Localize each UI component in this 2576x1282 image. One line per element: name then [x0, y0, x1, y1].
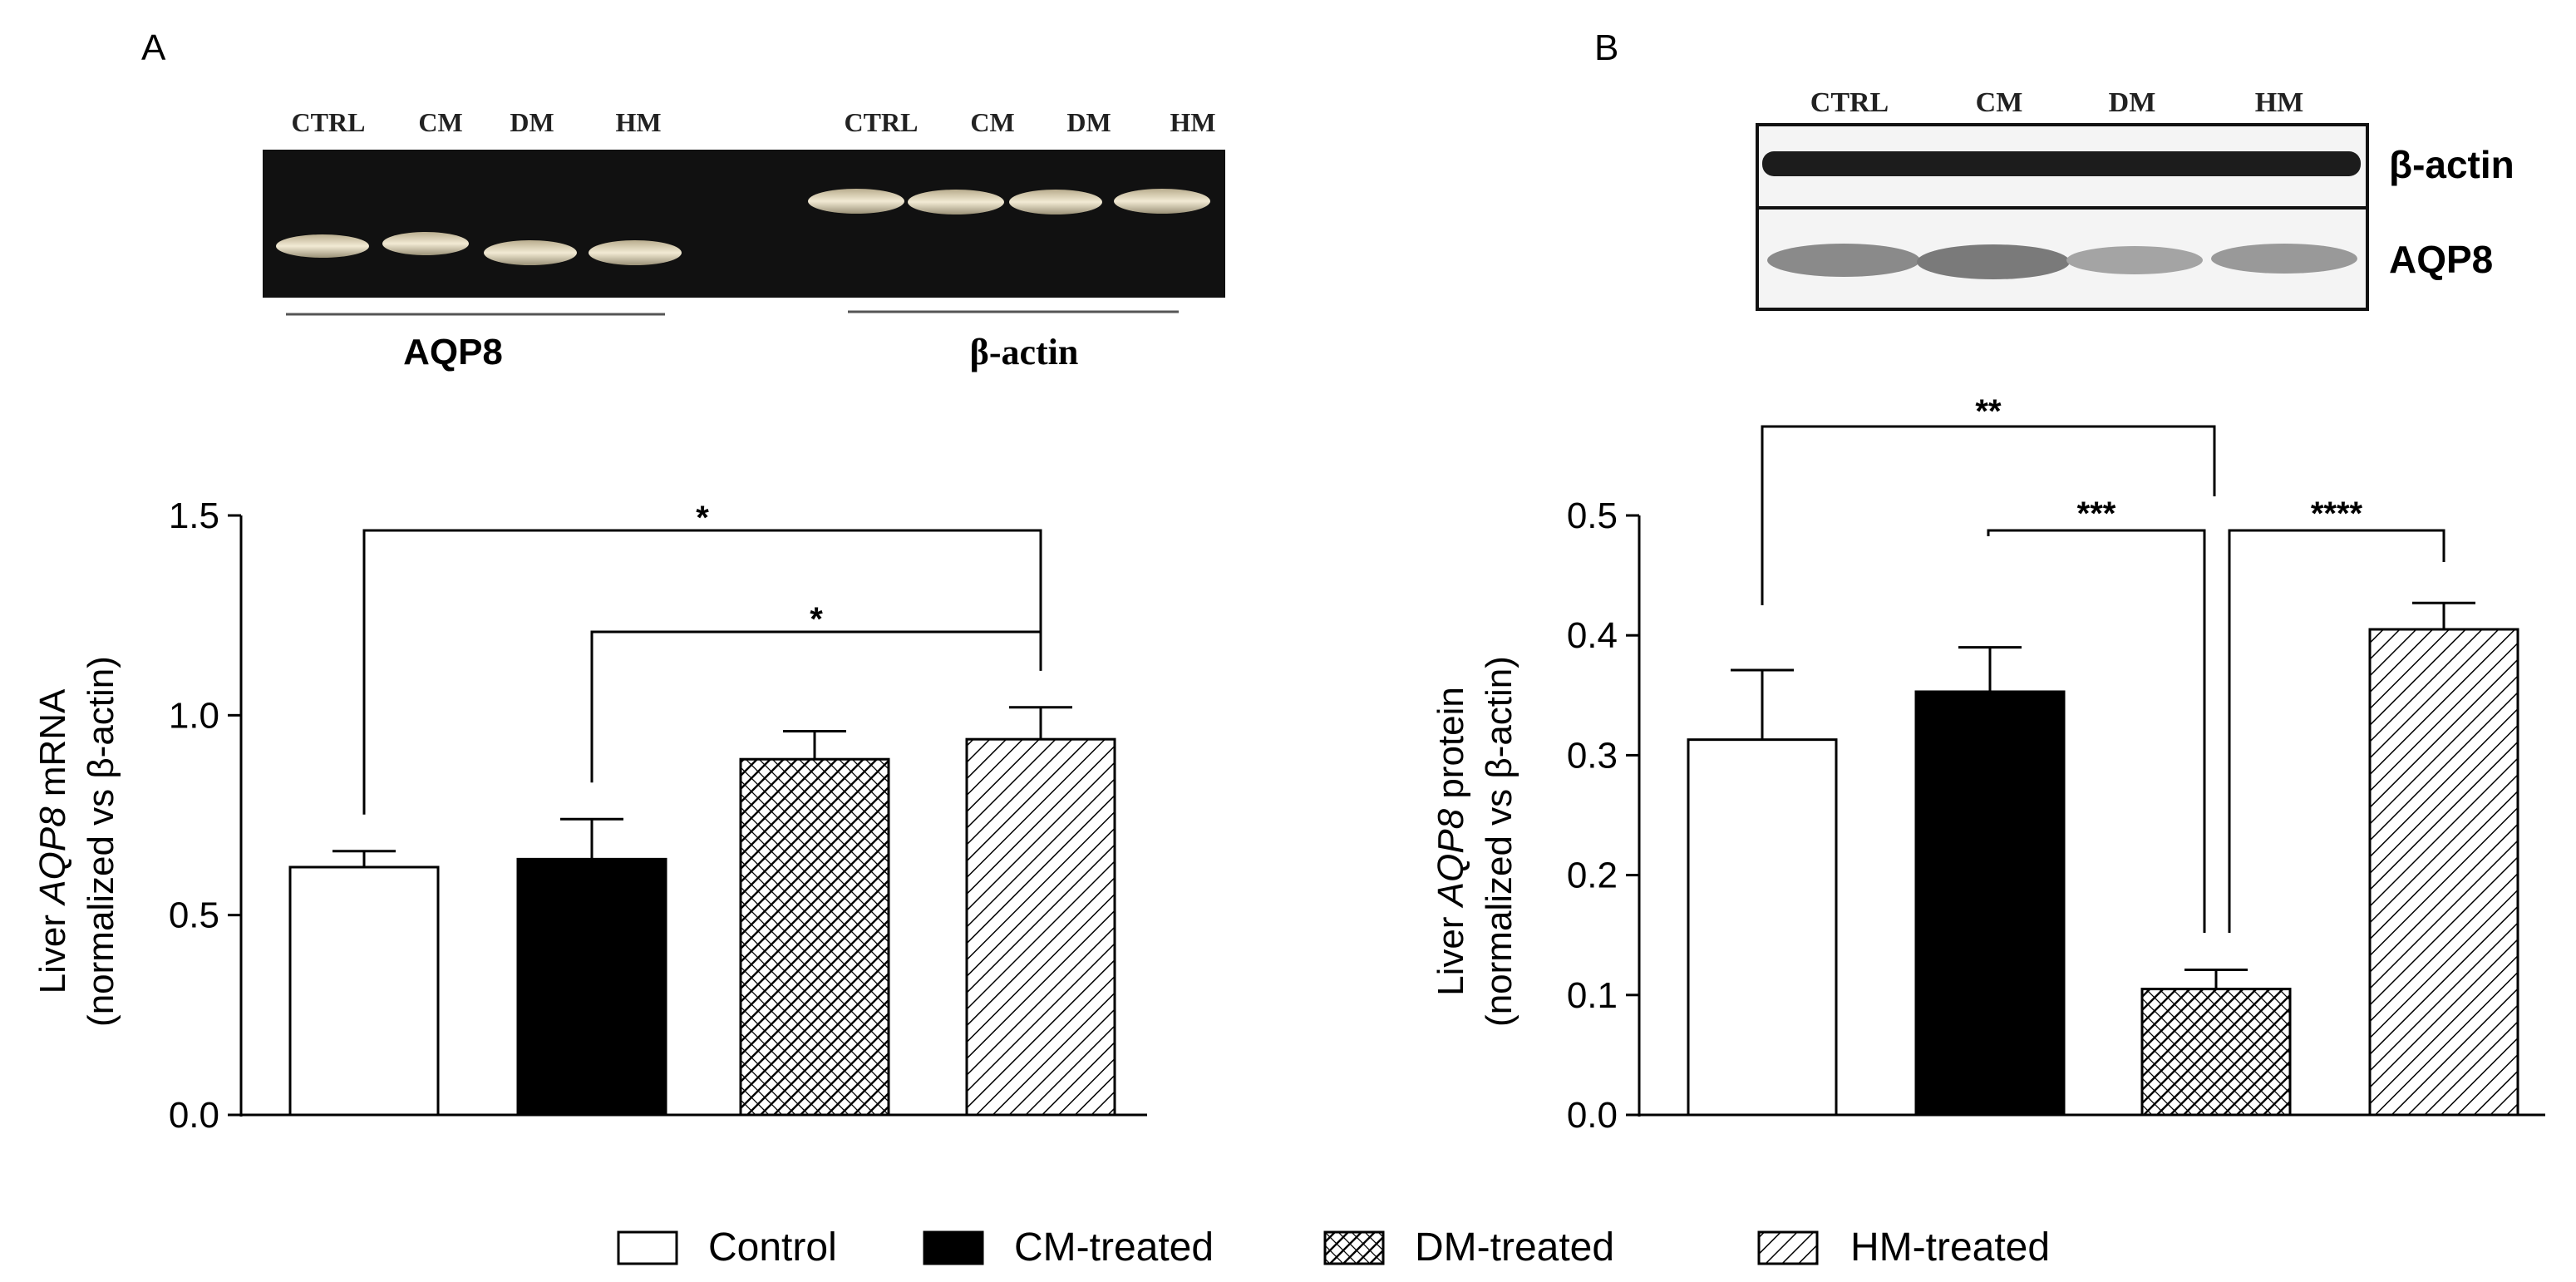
y-tick-label: 0.1	[1567, 975, 1618, 1016]
y-tick-label: 0.4	[1567, 615, 1618, 656]
bar-control	[1687, 738, 1838, 1117]
bar-cm-treated	[516, 857, 667, 1117]
legend: Control CM-treated DM-treated HM-treated	[617, 1225, 2050, 1270]
panel-a-ylabel: Liver AQP8 mRNA	[32, 688, 73, 994]
significance-label: *	[810, 601, 823, 638]
gel-background	[263, 150, 1225, 298]
blot-row-label: AQP8	[2389, 238, 2493, 281]
significance-label: ****	[2311, 496, 2363, 532]
panel-b-letter: B	[1594, 27, 1618, 68]
panel-b-blot: CTRL CM DM HM β-actin AQP8	[1756, 87, 2514, 311]
blot-lane-label: CM	[1976, 87, 2023, 118]
significance-label: ***	[2077, 496, 2116, 532]
bar-dm-treated	[2140, 988, 2292, 1117]
gel-lane-label: DM	[510, 107, 554, 137]
blot-lane-label: DM	[2109, 87, 2156, 118]
gel-band	[484, 240, 577, 265]
gel-band	[908, 190, 1004, 214]
gel-band	[808, 189, 904, 214]
gel-band	[276, 234, 369, 258]
legend-label: DM-treated	[1415, 1225, 1614, 1270]
blot-lane-label: CTRL	[1810, 87, 1889, 118]
blot-lane-label: HM	[2255, 87, 2304, 118]
panel-a-letter: A	[141, 27, 166, 68]
gel-lane-label: DM	[1066, 107, 1111, 137]
significance-bracket	[1987, 529, 2206, 933]
legend-label: HM-treated	[1850, 1225, 2050, 1270]
blot-band	[1762, 151, 2361, 176]
bar-dm-treated	[739, 757, 890, 1117]
gel-band	[1114, 189, 1210, 214]
y-tick-label: 1.5	[169, 496, 219, 536]
panel-a-gel: CTRL CM DM HM CTRL CM DM HM AQP8 β-actin	[263, 107, 1225, 372]
legend-label: Control	[708, 1225, 837, 1270]
panel-b: B CTRL CM DM HM β-actin AQP8 Liver AQP8 …	[1431, 27, 2545, 1136]
chart-a: 0.0 0.5 1.0 1.5 * *	[169, 496, 1147, 1136]
significance-bracket	[2228, 529, 2445, 933]
significance-label: **	[1975, 393, 2002, 430]
gel-lane-label: CTRL	[845, 107, 919, 137]
blot-band	[2211, 244, 2357, 274]
blot-band	[1767, 244, 1920, 277]
panel-b-ylabel: Liver AQP8 protein	[1431, 687, 1471, 996]
gel-lane-label: HM	[615, 107, 661, 137]
significance-bracket	[362, 529, 1042, 815]
blot-row-label: β-actin	[2389, 143, 2514, 186]
chart-b: 0.00.10.20.30.40.5***** ****	[1567, 393, 2545, 1136]
legend-swatch-hm	[1757, 1230, 1819, 1265]
gel-band	[1009, 190, 1102, 214]
gel-lane-label: CM	[418, 107, 462, 137]
legend-swatch-control	[617, 1230, 678, 1265]
bar-hm-treated	[965, 737, 1116, 1117]
legend-swatch-dm	[1323, 1230, 1385, 1265]
y-tick-label: 0.2	[1567, 855, 1618, 896]
gel-band	[382, 232, 469, 255]
gel-lane-label: CTRL	[292, 107, 366, 137]
significance-label: *	[696, 500, 709, 536]
bar-cm-treated	[1914, 690, 2066, 1117]
gel-lane-label: HM	[1170, 107, 1215, 137]
legend-label: CM-treated	[1014, 1225, 1214, 1270]
panel-b-ylabel-line2: (normalized vs β-actin)	[1479, 656, 1519, 1027]
legend-swatch-cm	[923, 1230, 984, 1265]
panel-a: A CTRL CM DM HM CTRL CM DM HM AQP8 β	[32, 27, 1225, 1136]
y-tick-label: 0.5	[169, 895, 219, 936]
panel-a-ylabel-line2: (normalized vs β-actin)	[81, 656, 121, 1027]
significance-bracket	[590, 630, 1042, 783]
gel-gene-label: AQP8	[403, 332, 503, 372]
gel-band	[589, 240, 682, 265]
bar-hm-treated	[2368, 628, 2519, 1117]
bar-control	[288, 865, 440, 1117]
gel-lane-label: CM	[970, 107, 1014, 137]
y-tick-label: 0.5	[1567, 496, 1618, 536]
y-tick-label: 0.0	[1567, 1095, 1618, 1136]
y-tick-label: 0.3	[1567, 735, 1618, 776]
blot-band	[1917, 244, 2070, 279]
blot-band	[2066, 246, 2203, 274]
y-tick-label: 0.0	[169, 1095, 219, 1136]
y-tick-label: 1.0	[169, 695, 219, 736]
gel-gene-label: β-actin	[970, 332, 1079, 372]
significance-bracket	[1761, 425, 2216, 605]
